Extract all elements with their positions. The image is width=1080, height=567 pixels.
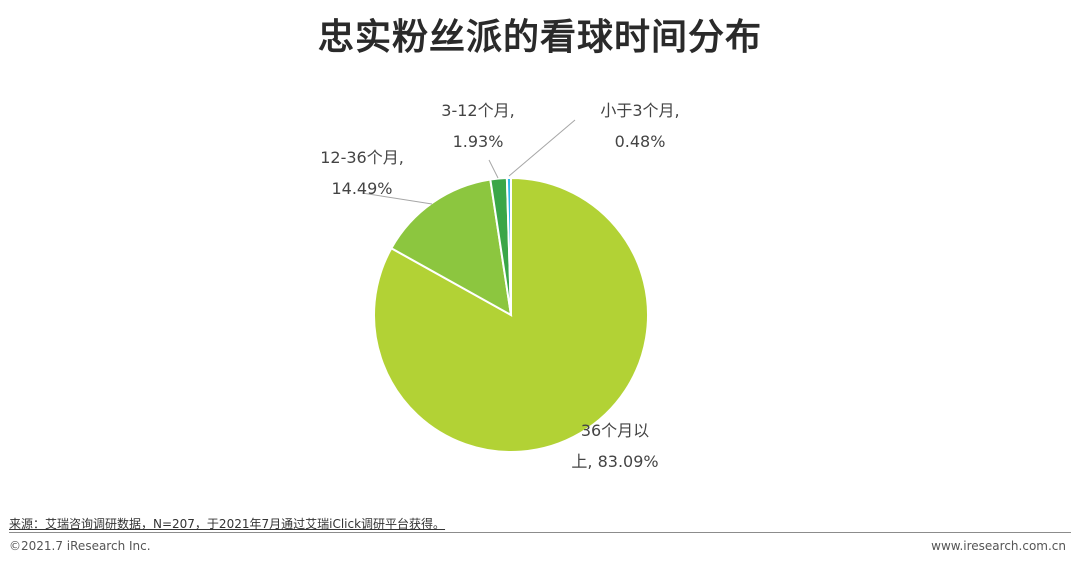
slice-label-line: 12-36个月,	[320, 148, 404, 167]
slice-label-line: 14.49%	[331, 179, 392, 198]
footer-divider	[9, 532, 1071, 533]
slice-label-line: 上, 83.09%	[571, 452, 658, 471]
website-link[interactable]: www.iresearch.com.cn	[931, 539, 1066, 553]
pie-chart: 36个月以上, 83.09% 12-36个月, 14.49% 3-12个月, 1.93%…	[320, 101, 679, 471]
slice-label-line: 小于3个月,	[600, 101, 679, 120]
pie-slices	[373, 176, 649, 453]
slice-label-1: 36个月以上, 83.09%	[571, 421, 658, 471]
leader-line-4	[508, 119, 576, 177]
slice-label-4: 小于3个月, 0.48%	[600, 101, 679, 151]
slice-label-line: 3-12个月,	[441, 101, 514, 120]
leader-line-3	[488, 159, 499, 179]
leader-line-2	[361, 192, 433, 205]
leader-lines	[361, 119, 576, 205]
source-note: 来源：艾瑞咨询调研数据，N=207，于2021年7月通过艾瑞iClick调研平台…	[9, 517, 446, 531]
chart-title: 忠实粉丝派的看球时间分布	[317, 17, 762, 58]
pie-slice-4	[505, 176, 512, 316]
slice-label-line: 36个月以	[581, 421, 649, 440]
slice-labels: 36个月以上, 83.09% 12-36个月, 14.49% 3-12个月, 1.93%…	[320, 101, 679, 471]
slice-label-line: 1.93%	[453, 132, 504, 151]
slice-label-line: 0.48%	[615, 132, 666, 151]
slice-label-3: 3-12个月, 1.93%	[441, 101, 514, 151]
pie-slice-2	[389, 178, 513, 317]
copyright-text: ©2021.7 iResearch Inc.	[9, 539, 151, 553]
slice-label-2: 12-36个月, 14.49%	[320, 148, 404, 198]
